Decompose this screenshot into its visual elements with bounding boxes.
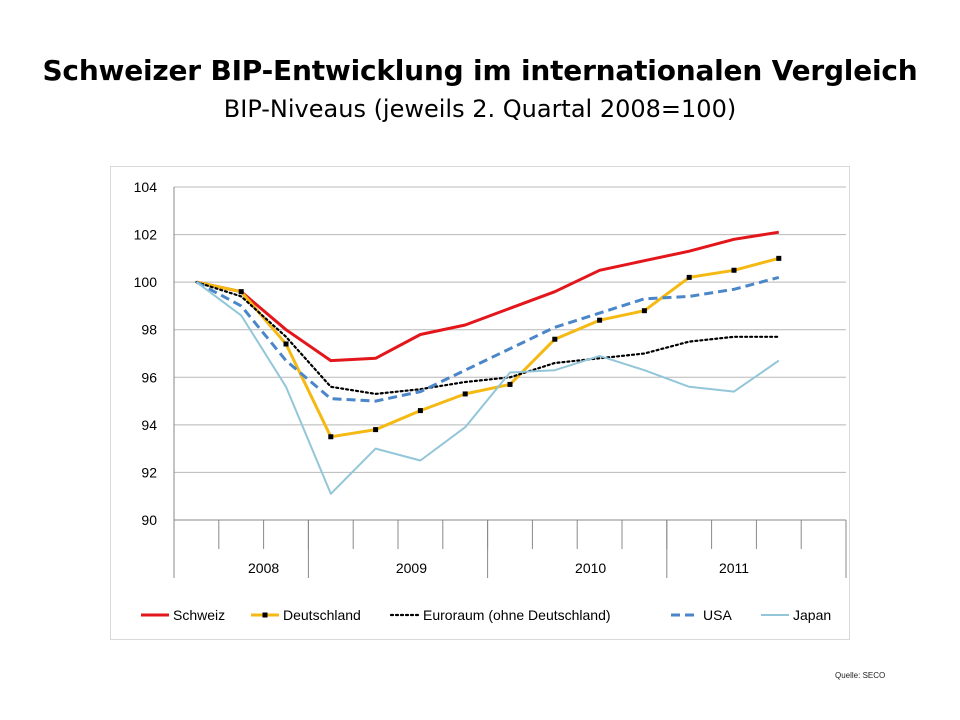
source-note: Quelle: SECO: [835, 671, 886, 680]
legend-label: USA: [703, 607, 732, 623]
legend-label: Euroraum (ohne Deutschland): [423, 607, 611, 623]
data-point-deutschland: [552, 336, 558, 342]
legend-label: Japan: [793, 607, 831, 623]
legend-label: Deutschland: [283, 607, 361, 623]
data-point-deutschland: [731, 267, 737, 273]
chart-subtitle: BIP-Niveaus (jeweils 2. Quartal 2008=100…: [223, 95, 737, 123]
y-tick-label: 98: [141, 322, 157, 338]
data-point-deutschland: [641, 308, 647, 314]
series-line-usa: [195, 275, 780, 403]
y-tick-label: 100: [134, 274, 158, 290]
y-tick-label: 94: [141, 417, 157, 433]
data-point-deutschland: [373, 427, 379, 433]
y-tick-label: 104: [134, 179, 158, 195]
series-line-japan: [195, 281, 780, 495]
series-line-euroraum: [195, 280, 780, 395]
data-point-deutschland: [507, 381, 513, 387]
data-point-deutschland: [776, 255, 782, 261]
data-point-deutschland: [462, 391, 468, 397]
data-point-deutschland: [686, 274, 692, 280]
data-point-deutschland: [328, 434, 334, 440]
y-tick-label: 96: [141, 369, 157, 385]
x-year-label: 2008: [248, 560, 279, 576]
data-point-deutschland: [283, 341, 289, 347]
y-tick-label: 90: [141, 512, 157, 528]
y-tick-label: 92: [141, 464, 157, 480]
legend-marker: [262, 612, 268, 618]
data-point-deutschland: [238, 289, 244, 295]
data-point-deutschland: [417, 408, 423, 414]
line-chart: 90 92 94 96 98 100 102 104 2008 2009 2010 2011 Schwe…: [134, 179, 847, 623]
data-point-deutschland: [597, 317, 603, 323]
y-tick-label: 102: [134, 227, 158, 243]
chart-title: Schweizer BIP-Entwicklung im internation…: [42, 54, 918, 87]
series-line-deutschland: [196, 256, 780, 439]
x-year-label: 2010: [575, 560, 606, 576]
chart-area: 90 92 94 96 98 100 102 104 2008 2009 2010 2011 Schwe…: [110, 166, 850, 640]
x-year-label: 2011: [719, 560, 749, 576]
legend-label: Schweiz: [173, 607, 225, 623]
series-line-schweiz: [196, 230, 780, 363]
x-year-label: 2009: [396, 560, 427, 576]
